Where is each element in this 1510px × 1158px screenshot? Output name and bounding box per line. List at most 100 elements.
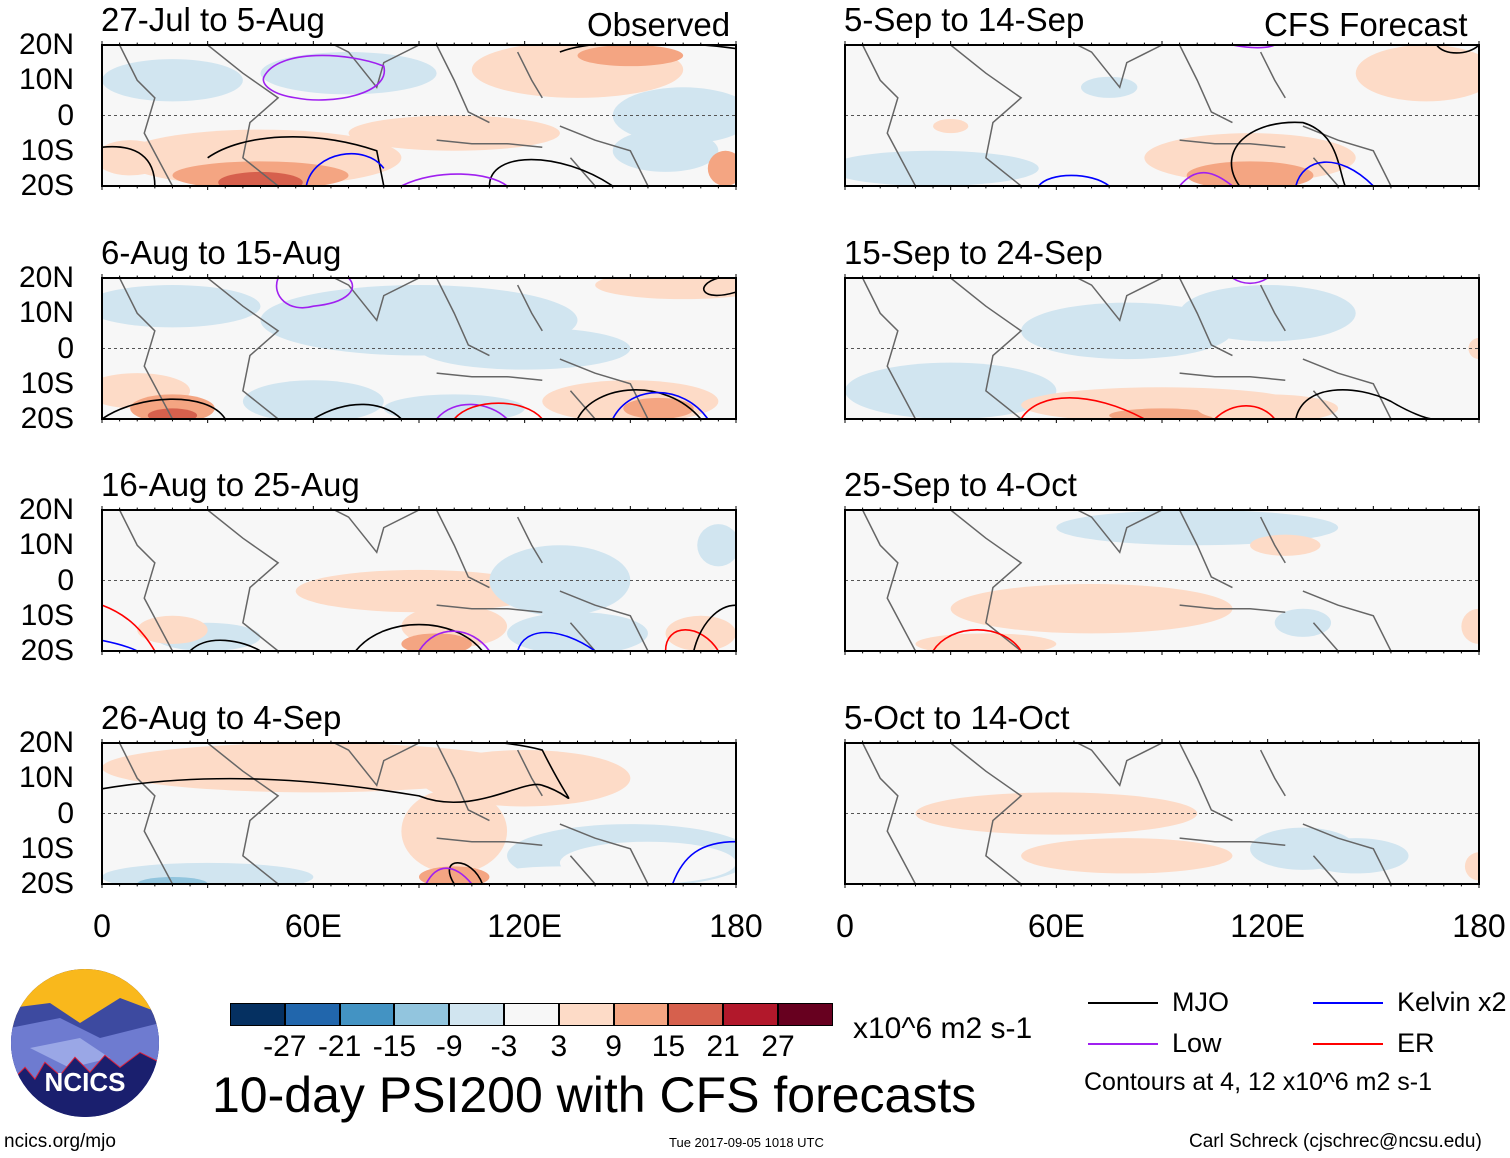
anomaly-shading — [137, 876, 208, 884]
panel-title: 15-Sep to 24-Sep — [844, 234, 1103, 271]
colorbar-swatch — [778, 1003, 833, 1026]
map-panel — [101, 739, 737, 888]
anomaly-shading — [1302, 838, 1409, 874]
footer-url[interactable]: ncics.org/mjo — [4, 1131, 116, 1152]
lat-tick-label: 0 — [57, 796, 74, 830]
contour-line — [1020, 397, 1145, 419]
colorbar-swatch — [394, 1003, 450, 1026]
lat-tick-label: 0 — [57, 563, 74, 597]
anomaly-shading — [102, 743, 525, 793]
anomaly-shading — [950, 584, 1233, 634]
contour-line — [401, 173, 508, 186]
coastline — [1178, 45, 1233, 124]
coastline — [950, 278, 1023, 419]
anomaly-shading — [1021, 838, 1233, 874]
lat-tick-label: 10N — [18, 296, 74, 330]
coastline — [569, 622, 596, 651]
lon-tick-label: 120E — [487, 908, 563, 944]
coastline — [1178, 510, 1233, 589]
lat-tick-label: 20S — [20, 867, 74, 900]
lon-tick-label: 180 — [1452, 908, 1506, 944]
contour-line — [305, 153, 385, 186]
map-panel — [844, 506, 1480, 655]
legend-label: ER — [1397, 1028, 1435, 1058]
lon-tick-label: 60E — [284, 908, 342, 944]
coastline — [516, 516, 543, 564]
coastline — [1179, 604, 1286, 613]
lat-tick-label: 20S — [20, 402, 74, 435]
coastline — [1179, 837, 1286, 846]
contour-line — [1295, 388, 1434, 419]
anomaly-shading — [933, 119, 969, 134]
contour-note: Contours at 4, 12 x10^6 m2 s-1 — [1084, 1068, 1433, 1096]
anomaly-shading — [1109, 408, 1215, 419]
contour-line — [262, 54, 385, 101]
coastline — [516, 749, 543, 797]
anomaly-shading — [260, 52, 437, 95]
coastline — [118, 510, 174, 651]
colorbar-units: x10^6 m2 s-1 — [853, 1012, 1033, 1045]
lat-tick-label: 10S — [20, 366, 74, 400]
map-panel — [844, 41, 1480, 190]
lat-tick-label: 20N — [18, 28, 74, 61]
map-panel — [101, 41, 737, 190]
anomaly-shading — [1274, 608, 1332, 637]
coastline — [1312, 390, 1339, 419]
anomaly-shading — [401, 633, 472, 651]
contour-line — [453, 402, 543, 419]
colorbar-label: 15 — [651, 1030, 686, 1063]
anomaly-shading — [845, 362, 1057, 419]
contour-line — [102, 145, 156, 186]
lat-tick-label: 10N — [18, 761, 74, 795]
coastline — [207, 45, 280, 186]
coastline — [1259, 516, 1286, 564]
coastline — [1302, 125, 1392, 186]
anomaly-shading — [845, 150, 1039, 186]
lat-tick-label: 20S — [20, 169, 74, 202]
lat-tick-label: 0 — [57, 98, 74, 132]
coastline — [435, 278, 490, 357]
coastline — [295, 510, 420, 554]
colorbar-swatch — [339, 1003, 395, 1026]
coastline — [1179, 139, 1286, 148]
anomaly-shading — [595, 278, 736, 300]
colorbar-label: -3 — [490, 1030, 518, 1063]
coastline — [1038, 278, 1163, 322]
panel-title: 27-Jul to 5-Aug — [101, 1, 325, 38]
contour-line — [664, 629, 720, 651]
legend-label: MJO — [1172, 987, 1229, 1017]
contour-line — [1214, 405, 1276, 419]
coastline — [118, 45, 174, 186]
panel-title: 5-Sep to 14-Sep — [844, 1, 1085, 38]
contour-line — [1038, 174, 1110, 186]
coastline — [950, 743, 1023, 884]
coastline — [436, 139, 543, 148]
coastline — [1038, 45, 1163, 89]
coastline — [861, 510, 917, 651]
contour-line — [102, 743, 570, 803]
contour-line — [703, 278, 736, 297]
coastline — [207, 743, 280, 884]
legend-line — [1088, 1002, 1158, 1004]
anomaly-shading — [1021, 302, 1233, 360]
contour-line — [516, 631, 596, 651]
anomaly-shading — [348, 115, 560, 151]
panel-title: 25-Sep to 4-Oct — [844, 466, 1077, 503]
colorbar-label: -15 — [372, 1030, 417, 1063]
coastline — [435, 45, 490, 124]
coastline — [1178, 278, 1233, 357]
footer-timestamp: Tue 2017-09-05 1018 UTC — [669, 1135, 824, 1150]
legend-line — [1313, 1002, 1383, 1004]
contour-line — [1232, 278, 1269, 285]
coastline — [1259, 284, 1286, 332]
anomaly-shading — [1179, 285, 1356, 342]
coastline — [207, 510, 280, 651]
colorbar-label: -9 — [435, 1030, 463, 1063]
coastline — [436, 372, 543, 381]
colorbar-swatch — [668, 1003, 724, 1026]
observed-label: Observed — [587, 6, 731, 43]
coastline — [559, 823, 649, 884]
anomaly-shading — [1250, 534, 1321, 556]
lat-tick-label: 10N — [18, 63, 74, 97]
contour-line — [207, 136, 385, 186]
